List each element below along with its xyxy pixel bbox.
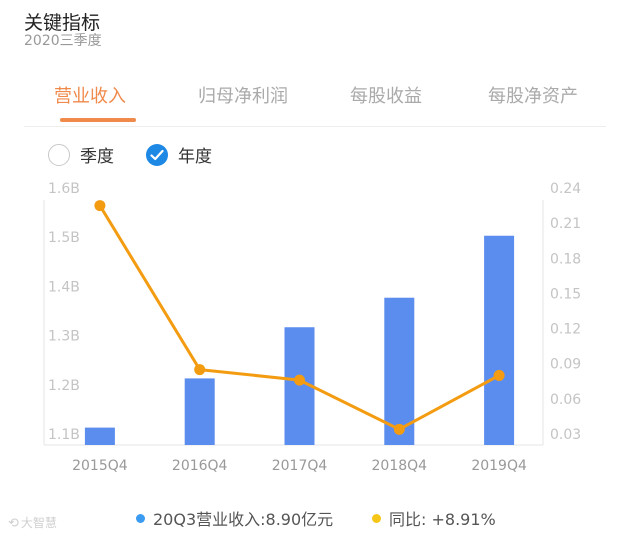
right-axis-tick: 0.24 (550, 181, 581, 197)
x-axis-tick: 2018Q4 (372, 458, 428, 474)
active-tab-underline (60, 118, 136, 122)
metric-tabs: 营业收入 归母净利润 每股收益 每股净资产 (24, 78, 606, 127)
yoy-point (393, 423, 405, 435)
year-radio[interactable]: 年度 (146, 142, 212, 167)
legend-yoy: 同比: +8.91% (372, 506, 496, 530)
right-axis-tick: 0.12 (550, 322, 581, 338)
x-axis-tick: 2019Q4 (471, 458, 527, 474)
left-axis-tick: 1.3B (48, 329, 80, 345)
page-title: 关键指标 (24, 12, 101, 34)
tab-eps[interactable]: 每股收益 (350, 86, 422, 107)
revenue-bar (484, 235, 515, 445)
left-axis-tick: 1.1B (48, 427, 80, 443)
year-radio-label: 年度 (178, 147, 212, 167)
legend-bar-dot (136, 513, 145, 523)
tab-revenue[interactable]: 营业收入 (54, 86, 126, 107)
right-axis-tick: 0.18 (550, 251, 581, 267)
watermark: ⟲ 大智慧 (8, 514, 57, 531)
right-axis-tick: 0.03 (550, 427, 581, 443)
radio-unchecked-icon (48, 143, 70, 166)
checkmark-icon (146, 143, 168, 166)
revenue-bar (384, 297, 415, 445)
tab-net-profit[interactable]: 归母净利润 (198, 86, 288, 107)
right-axis-tick: 0.15 (550, 286, 581, 302)
right-axis-tick: 0.06 (550, 392, 581, 408)
legend-revenue: 20Q3营业收入:8.90亿元 (136, 506, 333, 530)
right-axis-tick: 0.21 (550, 216, 581, 232)
x-axis-tick: 2016Q4 (172, 458, 228, 474)
quarter-radio[interactable]: 季度 (48, 142, 114, 167)
tab-bvps[interactable]: 每股净资产 (488, 86, 578, 107)
left-axis-tick: 1.4B (48, 279, 80, 295)
quarter-radio-label: 季度 (80, 147, 114, 167)
x-axis-tick: 2015Q4 (72, 458, 128, 474)
period-subtitle: 2020三季度 (24, 33, 102, 49)
left-axis-tick: 1.5B (48, 230, 80, 246)
yoy-point (294, 374, 305, 386)
legend-yoy-text: 同比: +8.91% (389, 510, 496, 529)
right-axis-tick: 0.09 (550, 357, 581, 373)
legend-revenue-text: 20Q3营业收入:8.90亿元 (153, 510, 334, 529)
yoy-point (493, 369, 505, 381)
left-axis-tick: 1.2B (48, 378, 80, 394)
watermark-text: 大智慧 (20, 516, 57, 530)
legend-line-dot (372, 513, 381, 523)
revenue-bar (184, 378, 215, 445)
yoy-point (94, 200, 106, 212)
left-axis-tick: 1.6B (48, 181, 80, 197)
revenue-chart: 1.1B 1.2B 1.3B 1.4B 1.5B 1.6B 0.03 0.06 0.09 0.1… (43, 181, 581, 474)
yoy-point (194, 364, 206, 376)
x-axis-tick: 2017Q4 (272, 458, 328, 474)
watermark-logo-icon: ⟲ (8, 516, 19, 531)
revenue-bar (84, 427, 115, 445)
